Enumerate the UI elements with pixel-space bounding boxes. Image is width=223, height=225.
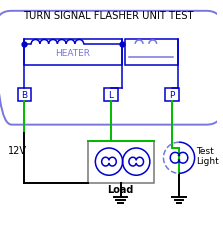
Bar (124, 40, 178, 66)
Text: 12V: 12V (8, 145, 27, 155)
Text: B: B (21, 91, 27, 99)
Text: L: L (108, 91, 114, 99)
Text: HEATER: HEATER (56, 49, 91, 58)
Bar (18, 88, 31, 102)
Bar (88, 142, 154, 183)
Bar (165, 88, 179, 102)
Text: Test
Light: Test Light (196, 146, 219, 166)
Text: P: P (169, 91, 175, 99)
Bar (24, 40, 122, 66)
Text: TURN SIGNAL FLASHER UNIT TEST: TURN SIGNAL FLASHER UNIT TEST (23, 11, 193, 21)
Text: Load: Load (107, 184, 134, 194)
Bar (104, 88, 118, 102)
